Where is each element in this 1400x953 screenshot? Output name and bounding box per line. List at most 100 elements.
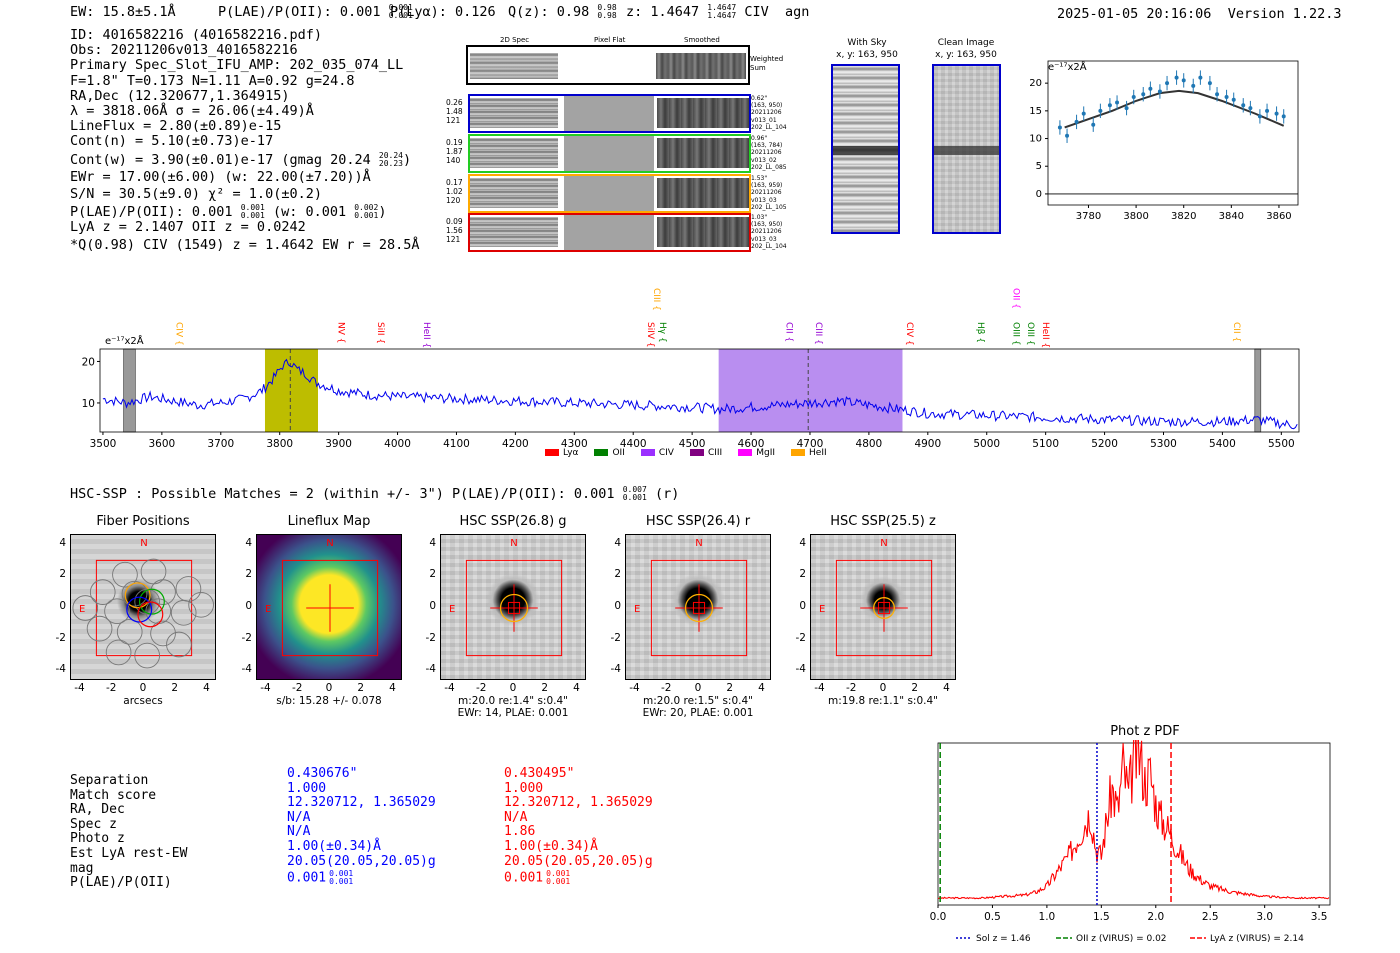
clean-image — [932, 64, 1001, 234]
photz-frame — [937, 742, 1331, 906]
zoom-point — [1224, 95, 1229, 99]
hsc-xtick-label: 4 — [389, 682, 396, 694]
info-plae-sup: 0.001 — [240, 203, 265, 213]
aperture-ellipse — [873, 597, 895, 619]
hsc-title-tail: (r) — [654, 486, 680, 502]
spectrum-xtick-label: 5500 — [1268, 438, 1295, 450]
spectrum-ylabel: e⁻¹⁷x2Å — [105, 336, 144, 347]
match-row-label: mag — [70, 860, 94, 876]
fiber-circle — [116, 618, 143, 645]
spectrum-line-label: CIII { — [651, 288, 661, 311]
zoom-point — [1107, 103, 1112, 108]
fiber-circle-selected — [137, 601, 164, 628]
spectrum-frame — [99, 348, 1300, 433]
cutout-row-right: 0.62" (163, 950) 20211206 v013_01 202_LL_104 — [751, 95, 787, 131]
zoom-point — [1248, 106, 1253, 111]
zoom-point — [1065, 133, 1070, 138]
cutout-row-left: 0.26 1.48 121 — [446, 98, 463, 125]
zoom-point — [1231, 97, 1236, 102]
cutout-row-right-value: 0.96" — [751, 135, 768, 142]
hsc-xtick-label: 4 — [203, 682, 210, 694]
spectrum-line-label: OIII { — [1010, 322, 1020, 346]
legend-swatch — [545, 449, 559, 456]
east-label: E — [819, 604, 825, 615]
info-block: ID: 4016582216 (4016582216.pdf) Obs: 202… — [70, 27, 420, 253]
zoom-xtick-label: 3800 — [1123, 211, 1148, 222]
spectrum-line-label: HeII { — [1040, 322, 1050, 348]
fiber-circle — [72, 595, 99, 621]
photz-xtick-label: 3.5 — [1311, 911, 1328, 923]
cutout-row-left-value: 1.56 — [446, 226, 463, 235]
cutout-row-right-value: 1.53" — [751, 175, 768, 182]
aperture-ellipse — [684, 593, 714, 623]
cutout-row-right-value: v013_03 — [751, 235, 777, 243]
cutout-row-left-value: 0.26 — [446, 98, 463, 107]
hsc-xtick-label: -2 — [846, 682, 857, 694]
fiber-circle — [134, 588, 161, 615]
legend-label: OII — [612, 448, 625, 458]
spectrum-line-label: CII { — [783, 322, 793, 342]
legend-label: CIV — [658, 448, 674, 458]
photz-xtick-label: 0.5 — [984, 911, 1001, 923]
legend-label: HeII — [809, 448, 827, 458]
legend-swatch — [738, 449, 753, 456]
cutout-row-right-value: (163, 950) — [751, 221, 783, 229]
match-blue: 0.430676" 1.000 12.320712, 1.365029 N/A N/A 1… — [287, 766, 436, 886]
hsc-panel-overlay: NE — [265, 538, 379, 657]
zoom-point — [1265, 108, 1270, 113]
spectrum-xtick-label: 3900 — [325, 438, 352, 450]
hsc-panel-title: HSC SSP(26.4) r — [645, 514, 751, 529]
photz-xtick-label: 1.5 — [1093, 911, 1110, 923]
fiber-circle — [166, 631, 192, 658]
hsc-xtick-label: -2 — [661, 682, 672, 694]
header-ew: EW: 15.8±5.1Å — [70, 4, 176, 20]
hsc-ytick-label: 2 — [614, 568, 621, 581]
hsc-ytick-label: 4 — [429, 536, 436, 549]
fiber-circle — [86, 615, 113, 642]
hsc-xtick-label: 0 — [139, 682, 147, 694]
zoom-point — [1074, 119, 1079, 124]
hsc-ytick-label: -2 — [610, 631, 621, 644]
spectrum-xtick-label: 4000 — [384, 438, 411, 450]
hsc-ytick-label: 0 — [799, 600, 806, 612]
north-label: N — [510, 538, 517, 549]
hsc-xtick-label: -4 — [260, 682, 271, 694]
east-label: E — [449, 604, 455, 615]
header-plae: P(LAE)/P(OII): 0.001 0.001 0.001 — [218, 3, 413, 21]
cutout-row-left: 0.17 1.02 120 — [446, 178, 463, 205]
zoom-point — [1141, 92, 1146, 97]
cutout-row-left-value: 140 — [446, 156, 461, 165]
cutout-2d-spec — [470, 98, 558, 128]
hsc-ytick-label: -4 — [241, 663, 252, 676]
info-contw: Cont(w) = 3.90(±0.01)e-17 (gmag 20.24 20… — [70, 150, 412, 168]
fiber-circle — [121, 580, 148, 607]
spectrum-xtick-label: 5000 — [973, 438, 1000, 450]
hsc-ytick-label: -4 — [610, 663, 621, 676]
cutout-row-right-value: 202_LL_085 — [751, 163, 787, 171]
cutout-row-left-value: 121 — [446, 116, 461, 125]
match-value: 1.000 — [287, 780, 327, 796]
match-row-label: RA, Dec — [70, 802, 125, 818]
header-z-sub: 1.4647 — [707, 11, 737, 20]
spectrum-xtick-label: 4900 — [914, 438, 941, 450]
spectrum-legend-item: CIV — [640, 448, 674, 458]
legend-label: MgII — [756, 448, 776, 458]
cutout-col-title: 2D Spec — [500, 36, 530, 44]
hsc-xtick-label: 0 — [325, 682, 333, 694]
hsc-xtick-label: 2 — [541, 682, 549, 694]
cutout-row-right-value: v013_01 — [751, 116, 777, 124]
header-z: z: 1.4647 1.4647 1.4647 CIV — [626, 3, 769, 21]
hsc-title-sub: 0.001 — [622, 493, 647, 502]
zoom-point — [1281, 114, 1286, 119]
spectrum-ytick-label: 10 — [82, 398, 95, 410]
cutout-col-title: Smoothed — [684, 36, 720, 44]
legend-label: CIII — [707, 448, 723, 458]
spectrum-legend-item: Lyα — [545, 448, 578, 458]
info-line: LineFlux = 2.80(±0.89)e-15 — [70, 118, 282, 135]
header-qz: Q(z): 0.98 0.98 0.98 — [508, 3, 617, 21]
cutout-row-right-value: 20211206 — [751, 109, 782, 117]
zoom-point — [1241, 103, 1246, 108]
